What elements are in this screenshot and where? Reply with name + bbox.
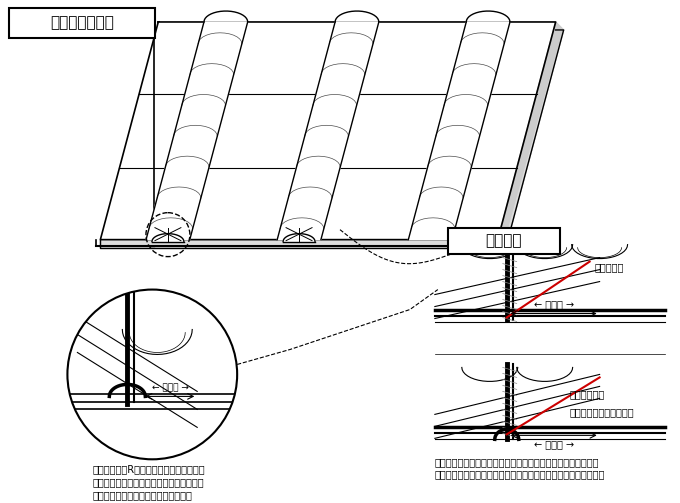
Text: 垂直立上げ: 垂直立上げ <box>594 263 624 273</box>
Text: 熱伸縮による: 熱伸縮による <box>570 389 605 399</box>
Text: ← 熱伸縮 →: ← 熱伸縮 → <box>152 383 188 392</box>
Circle shape <box>67 290 237 459</box>
Polygon shape <box>152 234 184 241</box>
Polygon shape <box>101 22 556 239</box>
Polygon shape <box>498 22 564 247</box>
Text: 一箇所に集中してしまい、金属疲労による亀裂が発生しやすい。: 一箇所に集中してしまい、金属疲労による亀裂が発生しやすい。 <box>435 469 605 479</box>
Text: 従来工法: 従来工法 <box>486 233 522 248</box>
Polygon shape <box>277 22 379 239</box>
Polygon shape <box>409 22 510 239</box>
Text: 亜（曲げ伸ばし）が集中: 亜（曲げ伸ばし）が集中 <box>570 407 634 417</box>
Text: ← 熱伸縮 →: ← 熱伸縮 → <box>534 439 574 449</box>
Text: 端部立上げをR形状に加工しているため、: 端部立上げをR形状に加工しているため、 <box>92 464 205 474</box>
Text: 本瓦棒２０００: 本瓦棒２０００ <box>50 16 114 31</box>
Text: 従来工法は、屋根材端部が垂直立上げのため熱伸縮による亜が: 従来工法は、屋根材端部が垂直立上げのため熱伸縮による亜が <box>435 457 599 467</box>
Bar <box>9 8 155 38</box>
Bar <box>448 228 560 254</box>
Text: 金属疲労による亀裂が発生しにくい。: 金属疲労による亀裂が発生しにくい。 <box>92 490 192 500</box>
Polygon shape <box>101 30 564 247</box>
Text: ← 熱伸縮 →: ← 熱伸縮 → <box>534 299 574 309</box>
Polygon shape <box>283 234 315 241</box>
Text: 屋根材の熱伸縮を面で吸収することができ: 屋根材の熱伸縮を面で吸収することができ <box>92 477 204 487</box>
Polygon shape <box>146 22 248 239</box>
